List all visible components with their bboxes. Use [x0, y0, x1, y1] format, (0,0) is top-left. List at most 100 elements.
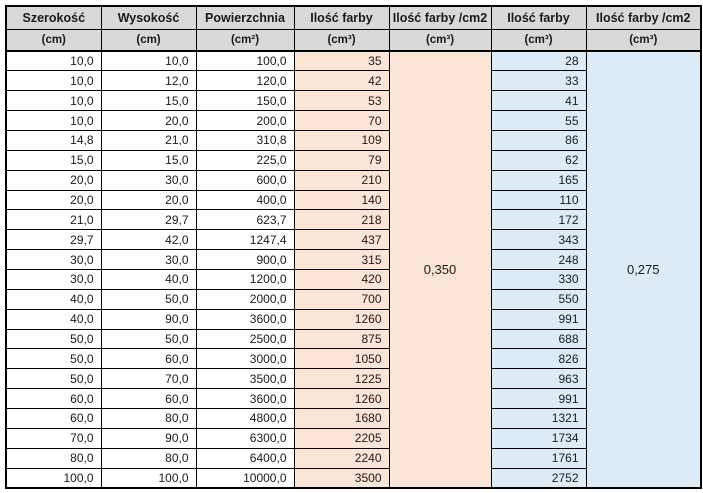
cell-wysokosc[interactable]: 90,0: [100, 308, 197, 330]
cell-ilosc-farby-a[interactable]: 700: [293, 288, 390, 310]
cell-wysokosc[interactable]: 60,0: [100, 388, 197, 409]
cell-ilosc-farby-b[interactable]: 1321: [490, 407, 587, 429]
cell-powierzchnia[interactable]: 150,0: [195, 90, 295, 112]
cell-ilosc-farby-a[interactable]: 42: [293, 70, 390, 92]
cell-powierzchnia[interactable]: 400,0: [195, 189, 295, 211]
cell-ilosc-farby-b[interactable]: 688: [490, 328, 587, 350]
cell-wysokosc[interactable]: 30,0: [100, 169, 197, 191]
cell-powierzchnia[interactable]: 6400,0: [195, 447, 295, 469]
cell-wysokosc[interactable]: 29,7: [100, 209, 197, 231]
cell-powierzchnia[interactable]: 100,0: [195, 50, 295, 72]
cell-szerokosc[interactable]: 40,0: [5, 288, 102, 310]
cell-ilosc-farby-b[interactable]: 62: [490, 149, 587, 171]
cell-ilosc-farby-b[interactable]: 41: [490, 90, 587, 112]
header-powierzchnia[interactable]: Powierzchnia: [195, 5, 295, 30]
cell-ilosc-farby-per-cm2-a[interactable]: 0,350: [388, 50, 492, 489]
cell-ilosc-farby-b[interactable]: 86: [490, 129, 587, 151]
cell-ilosc-farby-b[interactable]: 343: [490, 229, 587, 251]
cell-ilosc-farby-b[interactable]: 963: [490, 368, 587, 390]
cell-szerokosc[interactable]: 10,0: [5, 90, 102, 112]
cell-powierzchnia[interactable]: 600,0: [195, 169, 295, 191]
cell-wysokosc[interactable]: 60,0: [100, 348, 197, 370]
cell-ilosc-farby-b[interactable]: 330: [490, 268, 587, 290]
cell-powierzchnia[interactable]: 3600,0: [195, 388, 295, 409]
cell-ilosc-farby-a[interactable]: 875: [293, 328, 390, 350]
cell-ilosc-farby-a[interactable]: 140: [293, 189, 390, 211]
cell-szerokosc[interactable]: 60,0: [5, 407, 102, 429]
cell-szerokosc[interactable]: 15,0: [5, 149, 102, 171]
cell-ilosc-farby-a[interactable]: 109: [293, 129, 390, 151]
cell-wysokosc[interactable]: 42,0: [100, 229, 197, 251]
header-wysokosc[interactable]: Wysokość: [100, 5, 197, 30]
cell-powierzchnia[interactable]: 310,8: [195, 129, 295, 151]
cell-ilosc-farby-b[interactable]: 826: [490, 348, 587, 370]
cell-ilosc-farby-b[interactable]: 1761: [490, 447, 587, 469]
cell-ilosc-farby-b[interactable]: 28: [490, 50, 587, 72]
cell-ilosc-farby-per-cm2-b[interactable]: 0,275: [585, 50, 702, 489]
cell-powierzchnia[interactable]: 3500,0: [195, 368, 295, 390]
cell-wysokosc[interactable]: 10,0: [100, 50, 197, 72]
cell-szerokosc[interactable]: 21,0: [5, 209, 102, 231]
cell-ilosc-farby-b[interactable]: 991: [490, 308, 587, 330]
cell-szerokosc[interactable]: 50,0: [5, 368, 102, 390]
unit-ilosc-farby-cm2-b[interactable]: (cm³): [585, 29, 702, 52]
header-ilosc-farby-cm2-a[interactable]: Ilość farby /cm2: [388, 5, 492, 30]
cell-ilosc-farby-a[interactable]: 218: [293, 209, 390, 231]
cell-ilosc-farby-a[interactable]: 3500: [293, 467, 390, 489]
cell-powierzchnia[interactable]: 120,0: [195, 70, 295, 92]
cell-powierzchnia[interactable]: 6300,0: [195, 427, 295, 449]
cell-powierzchnia[interactable]: 4800,0: [195, 407, 295, 429]
header-ilosc-farby-cm2-b[interactable]: Ilość farby /cm2: [585, 5, 702, 30]
header-ilosc-farby-a[interactable]: Ilość farby: [293, 5, 390, 30]
cell-powierzchnia[interactable]: 10000,0: [195, 467, 295, 489]
cell-powierzchnia[interactable]: 1200,0: [195, 268, 295, 290]
cell-ilosc-farby-b[interactable]: 110: [490, 189, 587, 211]
cell-ilosc-farby-b[interactable]: 33: [490, 70, 587, 92]
cell-szerokosc[interactable]: 80,0: [5, 447, 102, 469]
cell-ilosc-farby-a[interactable]: 315: [293, 249, 390, 270]
cell-ilosc-farby-a[interactable]: 53: [293, 90, 390, 112]
cell-ilosc-farby-a[interactable]: 35: [293, 50, 390, 72]
cell-szerokosc[interactable]: 10,0: [5, 110, 102, 131]
cell-wysokosc[interactable]: 100,0: [100, 467, 197, 489]
cell-ilosc-farby-a[interactable]: 1680: [293, 407, 390, 429]
cell-szerokosc[interactable]: 60,0: [5, 388, 102, 409]
cell-szerokosc[interactable]: 50,0: [5, 348, 102, 370]
cell-powierzchnia[interactable]: 3000,0: [195, 348, 295, 370]
cell-szerokosc[interactable]: 70,0: [5, 427, 102, 449]
cell-wysokosc[interactable]: 15,0: [100, 149, 197, 171]
cell-ilosc-farby-b[interactable]: 248: [490, 249, 587, 270]
cell-szerokosc[interactable]: 50,0: [5, 328, 102, 350]
cell-wysokosc[interactable]: 15,0: [100, 90, 197, 112]
cell-ilosc-farby-a[interactable]: 437: [293, 229, 390, 251]
cell-wysokosc[interactable]: 50,0: [100, 328, 197, 350]
unit-ilosc-farby-b[interactable]: (cm³): [490, 29, 587, 52]
cell-szerokosc[interactable]: 20,0: [5, 169, 102, 191]
cell-ilosc-farby-a[interactable]: 1225: [293, 368, 390, 390]
unit-powierzchnia[interactable]: (cm²): [195, 29, 295, 52]
cell-powierzchnia[interactable]: 623,7: [195, 209, 295, 231]
cell-ilosc-farby-b[interactable]: 1734: [490, 427, 587, 449]
unit-ilosc-farby-cm2-a[interactable]: (cm³): [388, 29, 492, 52]
cell-wysokosc[interactable]: 90,0: [100, 427, 197, 449]
cell-ilosc-farby-a[interactable]: 420: [293, 268, 390, 290]
unit-ilosc-farby-a[interactable]: (cm³): [293, 29, 390, 52]
cell-szerokosc[interactable]: 30,0: [5, 268, 102, 290]
cell-wysokosc[interactable]: 70,0: [100, 368, 197, 390]
unit-wysokosc[interactable]: (cm): [100, 29, 197, 52]
cell-ilosc-farby-b[interactable]: 2752: [490, 467, 587, 489]
cell-ilosc-farby-a[interactable]: 210: [293, 169, 390, 191]
cell-wysokosc[interactable]: 20,0: [100, 110, 197, 131]
cell-powierzchnia[interactable]: 200,0: [195, 110, 295, 131]
header-ilosc-farby-b[interactable]: Ilość farby: [490, 5, 587, 30]
cell-wysokosc[interactable]: 40,0: [100, 268, 197, 290]
cell-wysokosc[interactable]: 50,0: [100, 288, 197, 310]
cell-szerokosc[interactable]: 10,0: [5, 50, 102, 72]
cell-szerokosc[interactable]: 10,0: [5, 70, 102, 92]
cell-ilosc-farby-a[interactable]: 70: [293, 110, 390, 131]
cell-szerokosc[interactable]: 40,0: [5, 308, 102, 330]
cell-ilosc-farby-b[interactable]: 172: [490, 209, 587, 231]
cell-szerokosc[interactable]: 29,7: [5, 229, 102, 251]
cell-ilosc-farby-a[interactable]: 1260: [293, 388, 390, 409]
cell-powierzchnia[interactable]: 225,0: [195, 149, 295, 171]
